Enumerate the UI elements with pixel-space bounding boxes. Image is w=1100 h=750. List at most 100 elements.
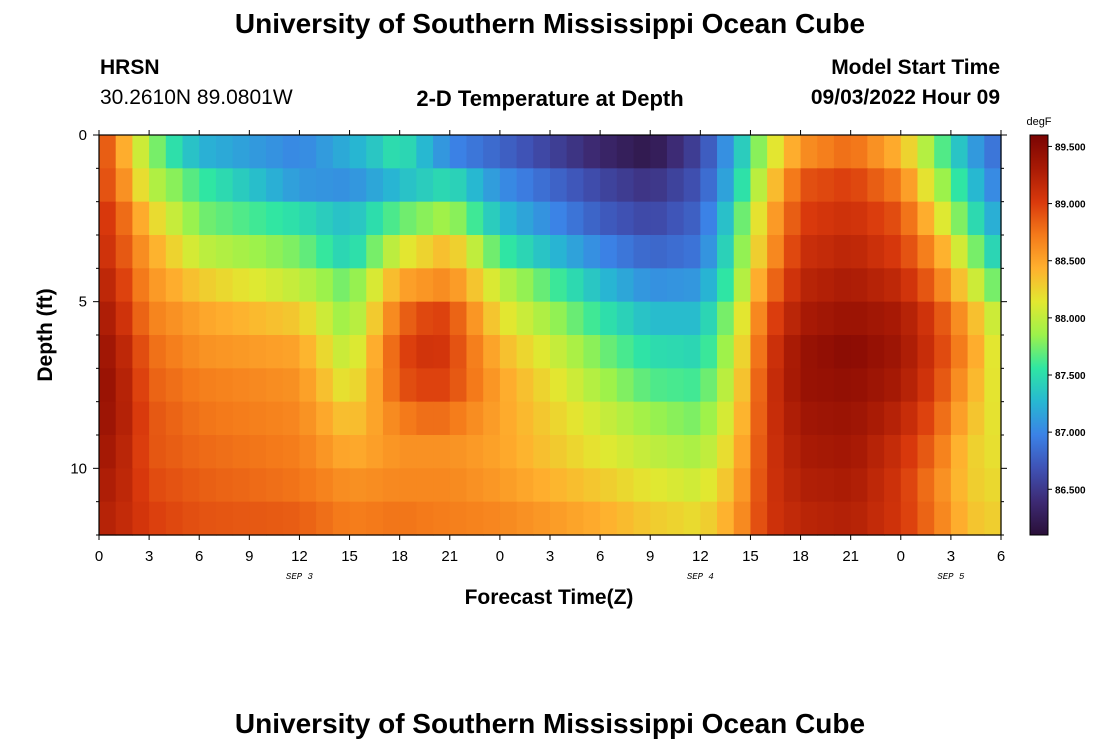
heatmap-cell <box>566 135 584 169</box>
heatmap-cell <box>984 501 1002 536</box>
heatmap-cell <box>934 135 952 169</box>
heatmap-cell <box>449 335 468 369</box>
heatmap-cell <box>616 401 635 436</box>
heatmap-cell <box>650 301 668 336</box>
heatmap-cell <box>600 335 618 369</box>
heatmap-cell <box>566 268 584 303</box>
heatmap-cell <box>99 501 117 536</box>
heatmap-cell <box>733 301 752 336</box>
heatmap-cell <box>633 435 651 469</box>
heatmap-cell <box>984 135 1002 169</box>
heatmap-cell <box>516 435 534 469</box>
heatmap-cell <box>650 401 668 436</box>
heatmap-cell <box>750 268 768 303</box>
heatmap-cell <box>583 468 601 503</box>
heatmap-cell <box>382 235 401 269</box>
heatmap-cell <box>900 335 919 369</box>
heatmap-cell <box>266 501 284 536</box>
heatmap-cell <box>416 135 434 169</box>
heatmap-cell <box>616 468 635 503</box>
heatmap-cell <box>99 235 117 269</box>
date-label: SEP 5 <box>937 572 965 582</box>
heatmap-cell <box>950 201 969 236</box>
heatmap-cell <box>950 401 969 436</box>
heatmap-cell <box>934 401 952 436</box>
heatmap-cell <box>182 168 200 203</box>
colorbar-tick-label: 89.000 <box>1055 200 1086 211</box>
heatmap-cell <box>967 435 985 469</box>
heatmap-cell <box>533 468 551 503</box>
heatmap-cell <box>433 301 451 336</box>
heatmap-cell <box>817 135 835 169</box>
heatmap-cell <box>950 501 969 536</box>
heatmap-cell <box>483 501 501 536</box>
heatmap-cell <box>633 201 651 236</box>
heatmap-cell <box>115 501 133 536</box>
heatmap-cell <box>215 435 234 469</box>
heatmap-cell <box>349 135 367 169</box>
heatmap-cell <box>332 301 351 336</box>
heatmap-cell <box>316 368 334 403</box>
heatmap-cell <box>182 135 200 169</box>
heatmap-cell <box>750 435 768 469</box>
heatmap-cell <box>666 135 685 169</box>
heatmap-cell <box>316 468 334 503</box>
heatmap-cell <box>466 301 484 336</box>
heatmap-cell <box>165 268 184 303</box>
y-tick-label: 0 <box>79 127 87 144</box>
heatmap-cell <box>600 235 618 269</box>
heatmap-cell <box>900 268 919 303</box>
heatmap-cell <box>566 168 584 203</box>
heatmap-cell <box>850 468 868 503</box>
heatmap-cell <box>833 235 852 269</box>
heatmap-cell <box>483 368 501 403</box>
heatmap-cell <box>115 435 133 469</box>
heatmap-cell <box>215 168 234 203</box>
heatmap-cell <box>550 501 568 536</box>
heatmap-cell <box>165 501 184 536</box>
heatmap-cell <box>466 235 484 269</box>
heatmap-cell <box>149 135 167 169</box>
heatmap-cell <box>215 235 234 269</box>
heatmap-cell <box>700 301 718 336</box>
x-axis-label: Forecast Time(Z) <box>465 586 634 609</box>
heatmap-cell <box>833 501 852 536</box>
heatmap-cell <box>115 468 133 503</box>
heatmap-cell <box>433 435 451 469</box>
heatmap-cell <box>616 168 635 203</box>
heatmap-cell <box>165 401 184 436</box>
heatmap-cell <box>449 468 468 503</box>
heatmap-cell <box>900 168 919 203</box>
heatmap-cell <box>817 335 835 369</box>
heatmap-cell <box>750 168 768 203</box>
heatmap-cell <box>984 335 1002 369</box>
heatmap-cell <box>717 268 735 303</box>
heatmap-cell <box>382 201 401 236</box>
heatmap-cell <box>199 235 217 269</box>
heatmap-cell <box>967 301 985 336</box>
heatmap-cell <box>616 501 635 536</box>
heatmap-cell <box>783 468 802 503</box>
heatmap-cell <box>516 268 534 303</box>
heatmap-cell <box>767 201 785 236</box>
heatmap-cell <box>917 468 935 503</box>
heatmap-cell <box>633 335 651 369</box>
heatmap-cell <box>733 335 752 369</box>
heatmap-cell <box>850 235 868 269</box>
heatmap-cell <box>449 501 468 536</box>
footer-title: University of Southern Mississippi Ocean… <box>234 708 866 739</box>
heatmap-cell <box>165 235 184 269</box>
heatmap-cell <box>499 368 518 403</box>
heatmap-cell <box>249 235 267 269</box>
heatmap-cell <box>550 201 568 236</box>
heatmap-cell <box>215 468 234 503</box>
heatmap-cell <box>382 135 401 169</box>
x-tick-label: 9 <box>646 548 654 565</box>
heatmap-cell <box>182 435 200 469</box>
heatmap-cell <box>266 268 284 303</box>
heatmap-cell <box>984 235 1002 269</box>
heatmap-cell <box>733 235 752 269</box>
heatmap-cell <box>817 301 835 336</box>
heatmap-cell <box>884 468 902 503</box>
heatmap-cell <box>399 268 417 303</box>
